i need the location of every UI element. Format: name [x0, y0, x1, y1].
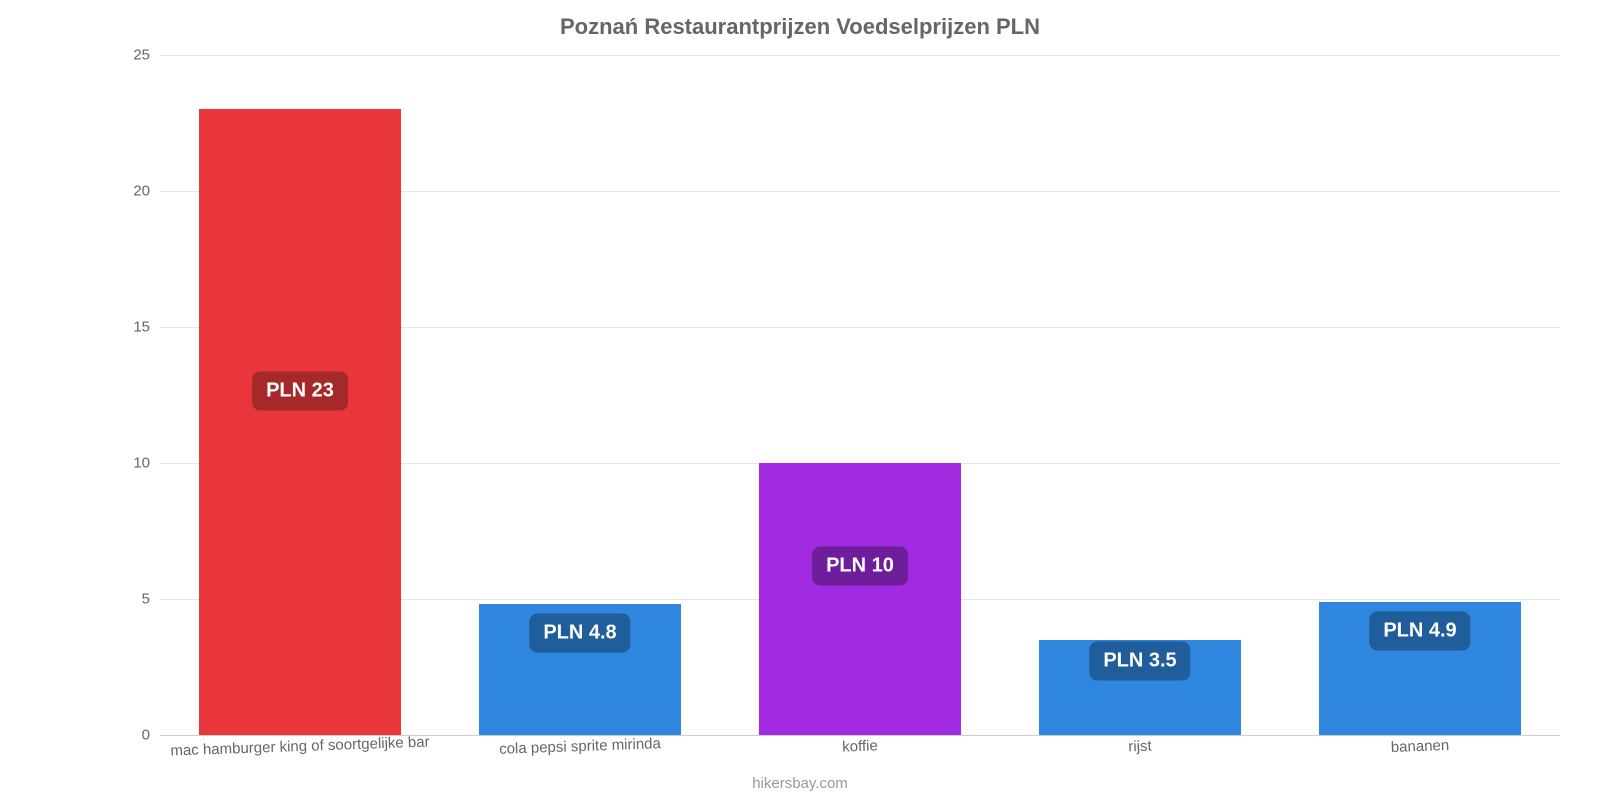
x-axis-labels: mac hamburger king of soortgelijke barco…	[160, 738, 1560, 758]
chart-title: Poznań Restaurantprijzen Voedselprijzen …	[0, 14, 1600, 40]
value-badge: PLN 23	[252, 371, 348, 410]
y-tick-label: 25	[133, 47, 150, 64]
credit-text: hikersbay.com	[0, 775, 1600, 792]
x-tick-label: cola pepsi sprite mirinda	[499, 735, 661, 758]
bar	[199, 109, 401, 735]
bars-group	[160, 55, 1560, 735]
price-chart: Poznań Restaurantprijzen Voedselprijzen …	[0, 0, 1600, 800]
x-tick-label: bananen	[1391, 737, 1450, 756]
y-tick-label: 5	[142, 591, 150, 608]
value-badge: PLN 3.5	[1089, 641, 1190, 680]
y-tick-label: 20	[133, 183, 150, 200]
y-tick-label: 10	[133, 455, 150, 472]
y-tick-label: 15	[133, 319, 150, 336]
x-tick-label: mac hamburger king of soortgelijke bar	[170, 733, 430, 759]
x-tick-label: rijst	[1128, 738, 1152, 756]
y-tick-label: 0	[142, 727, 150, 744]
x-tick-label: koffie	[842, 737, 878, 755]
value-badge: PLN 10	[812, 547, 908, 586]
bar	[759, 463, 961, 735]
value-badge: PLN 4.9	[1369, 612, 1470, 651]
plot-area: 0510152025 PLN 23PLN 4.8PLN 10PLN 3.5PLN…	[160, 55, 1560, 735]
value-badge: PLN 4.8	[529, 614, 630, 653]
